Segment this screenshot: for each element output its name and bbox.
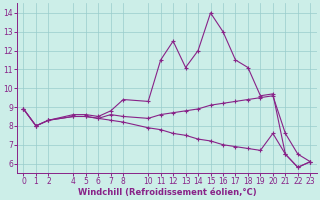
X-axis label: Windchill (Refroidissement éolien,°C): Windchill (Refroidissement éolien,°C) bbox=[77, 188, 256, 197]
